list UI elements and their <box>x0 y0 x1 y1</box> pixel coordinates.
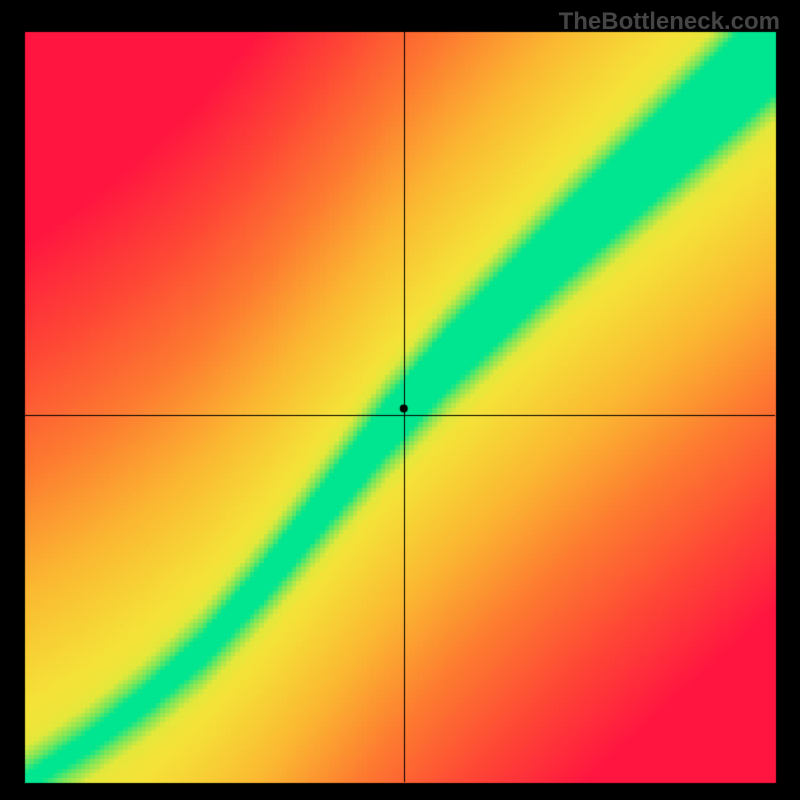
chart-container: { "watermark": { "text": "TheBottleneck.… <box>0 0 800 800</box>
watermark-text: TheBottleneck.com <box>559 8 780 36</box>
bottleneck-heatmap <box>0 0 800 800</box>
